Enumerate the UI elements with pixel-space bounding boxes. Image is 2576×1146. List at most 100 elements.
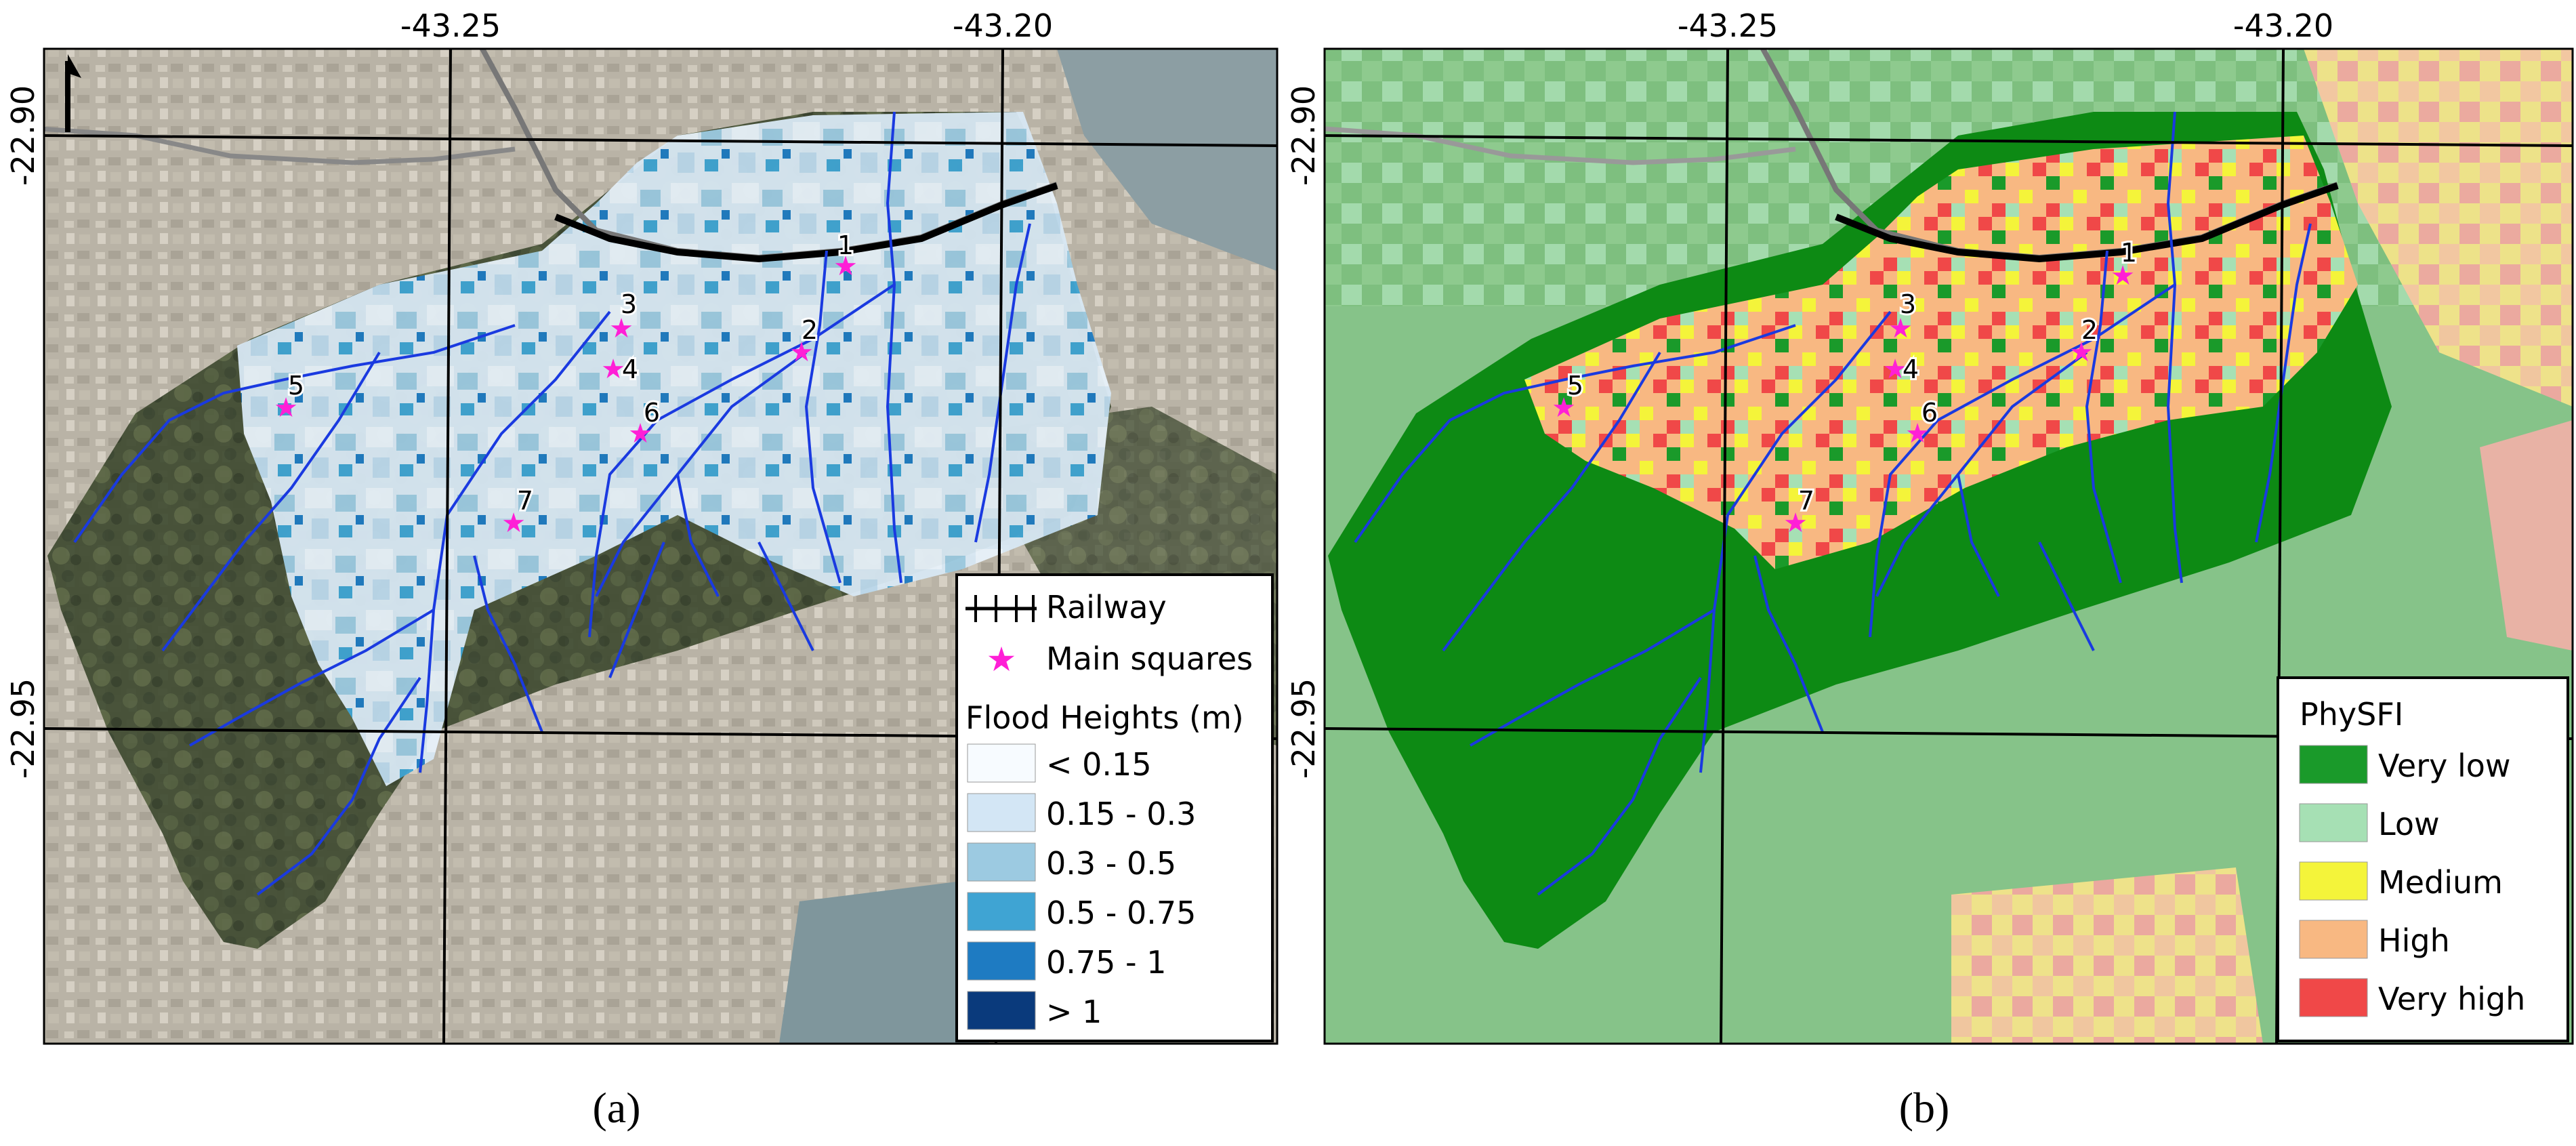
square-label: 4 bbox=[622, 354, 638, 384]
left-coordinate-label: -22.90 bbox=[1285, 85, 1322, 186]
top-coordinate-label: -43.20 bbox=[2233, 7, 2333, 44]
star-icon: ★ bbox=[789, 337, 814, 368]
star-icon: ★ bbox=[501, 508, 526, 539]
panel-a: ★ 1 ★ 2 ★ 3 ★ 4 ★ 5 bbox=[5, 7, 1279, 1045]
square-label: 7 bbox=[517, 486, 533, 516]
north-arrow-icon bbox=[65, 54, 81, 132]
square-label: 3 bbox=[1900, 289, 1916, 319]
legend-class-label: Very high bbox=[2378, 981, 2525, 1017]
lagoon-water-a bbox=[779, 881, 989, 1044]
square-label: 5 bbox=[1567, 371, 1583, 401]
legend-swatch bbox=[967, 743, 1036, 783]
square-marker-6: ★ 6 bbox=[628, 396, 662, 449]
legend-class-row: 0.3 - 0.5 bbox=[967, 842, 1176, 882]
star-icon: ★ bbox=[833, 251, 858, 282]
square-marker-4: ★ 4 bbox=[601, 352, 640, 386]
star-icon: ★ bbox=[2111, 260, 2135, 291]
legend-classes-a: < 0.15 0.15 - 0.3 0.3 - 0.5 0.5 - 0.75 0.75 … bbox=[967, 743, 1196, 1030]
legend-class-row: 0.15 - 0.3 bbox=[967, 793, 1196, 832]
square-marker-1: ★ 1 bbox=[833, 228, 858, 282]
star-icon: ★ bbox=[1905, 418, 1930, 449]
square-marker-6: ★ 6 bbox=[1905, 396, 1940, 449]
legend-class-label: < 0.15 bbox=[1046, 746, 1152, 783]
legend-class-label: High bbox=[2378, 922, 2450, 959]
star-icon: ★ bbox=[628, 418, 652, 449]
railway-legend-icon bbox=[965, 595, 1037, 622]
square-label: 2 bbox=[802, 315, 818, 345]
risk-background-east-edge-b bbox=[2480, 420, 2573, 651]
legend-b: PhySFI Very low Low Medium High Very high bbox=[2277, 676, 2569, 1042]
panel-a-frame bbox=[43, 47, 1279, 1045]
legend-swatch bbox=[2299, 978, 2368, 1017]
star-icon: ★ bbox=[1888, 313, 1913, 344]
panel-a-caption: (a) bbox=[592, 1084, 641, 1132]
risk-background-east-b bbox=[2304, 49, 2573, 407]
legend-class-label: 0.75 - 1 bbox=[1046, 944, 1167, 981]
top-coordinate-label: -43.25 bbox=[400, 7, 501, 44]
legend-swatch bbox=[2299, 861, 2368, 901]
railway-gray-west-a bbox=[44, 126, 516, 165]
left-coordinate-label: -22.90 bbox=[5, 85, 41, 186]
star-icon: ★ bbox=[274, 392, 298, 424]
bay-water-a bbox=[1057, 49, 1277, 271]
legend-squares-label: Main squares bbox=[1046, 640, 1253, 677]
square-label: 6 bbox=[644, 398, 660, 428]
square-marker-2: ★ 2 bbox=[789, 313, 820, 368]
rivers-b bbox=[1354, 111, 2312, 896]
square-marker-7: ★ 7 bbox=[501, 484, 535, 539]
legend-swatch bbox=[967, 842, 1036, 882]
legend-swatch bbox=[2299, 920, 2368, 959]
left-coordinate-label: -22.95 bbox=[5, 678, 41, 779]
panel-b-caption: (b) bbox=[1898, 1084, 1950, 1132]
star-icon: ★ bbox=[601, 354, 625, 385]
legend-class-label: > 1 bbox=[1046, 994, 1102, 1030]
legend-swatch bbox=[967, 892, 1036, 931]
legend-class-row: < 0.15 bbox=[967, 743, 1152, 783]
square-marker-3: ★ 3 bbox=[1888, 287, 1918, 344]
square-marker-5: ★ 5 bbox=[274, 369, 306, 424]
railway-highlight-a bbox=[554, 182, 1058, 263]
legend-a: Railway ★ Main squares Flood Heights (m)… bbox=[955, 573, 1274, 1042]
square-label: 3 bbox=[621, 289, 637, 319]
legend-class-row: 0.75 - 1 bbox=[967, 941, 1167, 981]
legend-swatch bbox=[967, 793, 1036, 832]
legend-class-row: Low bbox=[2299, 803, 2440, 842]
square-label: 1 bbox=[2121, 238, 2137, 268]
main-squares-b: ★ 1 ★ 2 ★ 3 ★ 4 ★ 5 bbox=[1552, 236, 2139, 539]
panel-b: ★ 1 ★ 2 ★ 3 ★ 4 ★ 5 bbox=[1285, 7, 2574, 1045]
legend-class-label: Low bbox=[2378, 806, 2440, 842]
legend-class-row: 0.5 - 0.75 bbox=[967, 892, 1196, 931]
legend-swatch bbox=[967, 941, 1036, 981]
legend-class-row: > 1 bbox=[967, 991, 1102, 1030]
main-squares-a: ★ 1 ★ 2 ★ 3 ★ 4 ★ 5 bbox=[274, 228, 858, 539]
legend-swatch bbox=[967, 991, 1036, 1030]
rivers-a bbox=[73, 111, 1031, 896]
legend-class-label: 0.5 - 0.75 bbox=[1046, 895, 1196, 931]
square-label: 4 bbox=[1903, 354, 1919, 384]
top-coordinate-label: -43.25 bbox=[1678, 7, 1778, 44]
square-label: 5 bbox=[288, 371, 304, 401]
legend-classes-b: Very low Low Medium High Very high bbox=[2299, 745, 2525, 1017]
legend-class-label: 0.15 - 0.3 bbox=[1046, 796, 1196, 832]
legend-class-row: Very high bbox=[2299, 978, 2525, 1017]
legend-title: Flood Heights (m) bbox=[965, 699, 1244, 736]
square-label: 1 bbox=[837, 230, 854, 260]
legend-railway-label: Railway bbox=[1046, 589, 1167, 626]
star-icon: ★ bbox=[1883, 354, 1907, 385]
star-icon: ★ bbox=[1552, 392, 1576, 424]
legend-title: PhySFI bbox=[2300, 696, 2403, 733]
legend-class-label: 0.3 - 0.5 bbox=[1046, 845, 1176, 882]
square-label: 6 bbox=[1921, 398, 1938, 428]
panel-b-frame bbox=[1323, 47, 2574, 1045]
star-icon: ★ bbox=[609, 313, 633, 344]
square-marker-4: ★ 4 bbox=[1883, 352, 1921, 386]
risk-background-southeast-b bbox=[1951, 867, 2263, 1044]
square-label: 7 bbox=[1798, 486, 1814, 516]
square-marker-7: ★ 7 bbox=[1783, 484, 1816, 539]
legend-swatch bbox=[2299, 803, 2368, 842]
square-marker-2: ★ 2 bbox=[2069, 313, 2100, 368]
square-marker-1: ★ 1 bbox=[2111, 236, 2139, 291]
top-coordinate-label: -43.20 bbox=[953, 7, 1053, 44]
square-marker-5: ★ 5 bbox=[1552, 369, 1585, 424]
